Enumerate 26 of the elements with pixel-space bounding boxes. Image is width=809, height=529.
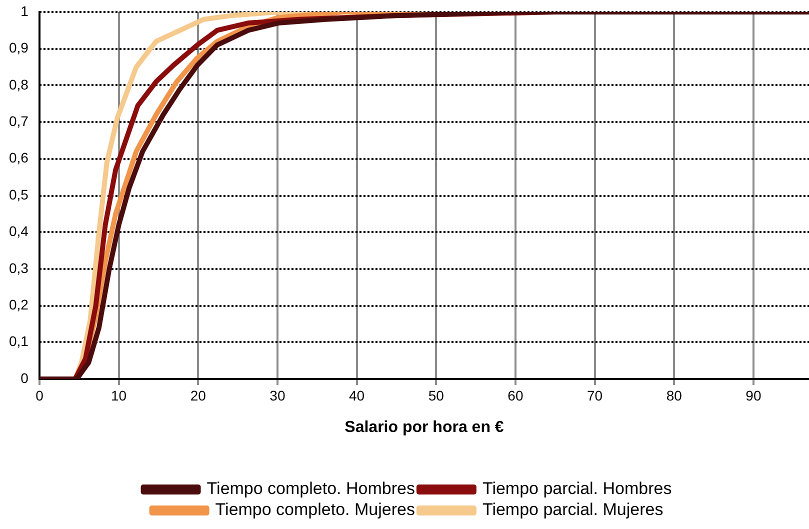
x-tick-label: 90 [746,387,762,404]
x-tick-label: 60 [508,387,524,404]
x-axis-title: Salario por hora en € [344,418,504,436]
y-tick-label: 0,7 [8,112,29,129]
legend-label: Tiempo parcial. Mujeres [482,500,664,520]
y-tick-label: 0,1 [8,333,29,350]
x-tick-label: 50 [428,387,444,404]
x-tick-label: 0 [36,387,44,404]
x-tick-label: 40 [349,387,365,404]
legend-label: Tiempo completo. Mujeres [215,500,415,520]
x-tick-label: 30 [270,387,286,404]
x-tick-label: 70 [587,387,603,404]
y-tick-label: 0,3 [8,260,29,276]
y-tick-label: 0 [20,370,29,386]
y-tick-label: 0,9 [8,40,29,56]
y-tick-label: 0,6 [8,150,29,166]
y-tick-label: 0,2 [8,296,29,312]
legend-label: Tiempo parcial. Hombres [482,479,672,498]
y-tick-label: 1 [20,2,29,19]
x-tick-label: 20 [190,387,206,404]
legend-label: Tiempo completo. Hombres [206,479,415,498]
x-tick-label: 10 [111,387,127,404]
y-tick-label: 0,5 [8,186,29,202]
y-tick-label: 0,8 [8,76,29,92]
y-tick-label: 0,4 [8,223,29,240]
x-tick-label: 80 [666,387,682,404]
